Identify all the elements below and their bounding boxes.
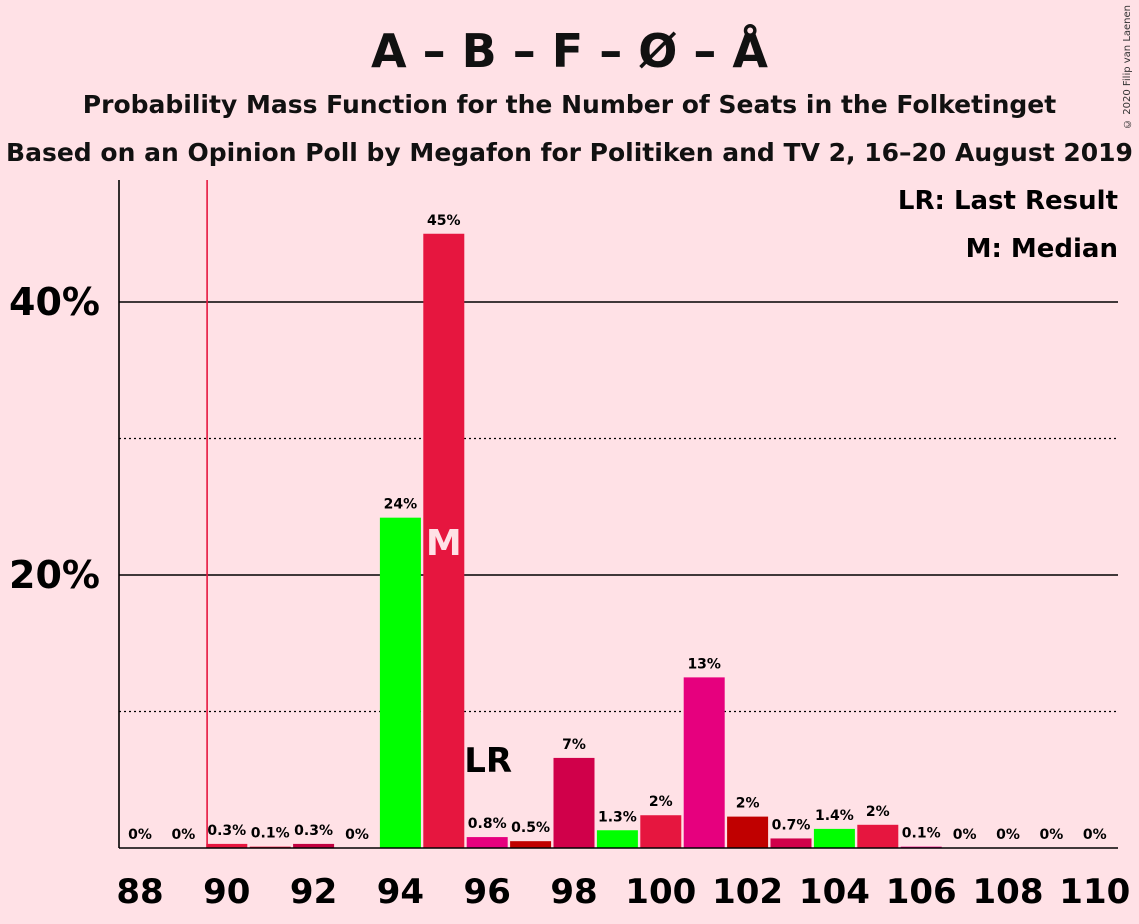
y-tick-label: 20%	[9, 553, 100, 597]
bar-seat-100	[640, 815, 682, 848]
bar-label-seat-106: 0.1%	[902, 826, 941, 842]
bar-label-seat-108: 0%	[996, 827, 1020, 843]
bar-label-seat-109: 0%	[1040, 827, 1064, 843]
bar-seat-95	[423, 233, 465, 848]
bar-seat-102	[727, 816, 769, 848]
y-tick-label: 40%	[9, 280, 100, 324]
bar-label-seat-92: 0.3%	[294, 823, 333, 839]
bar-label-seat-110: 0%	[1083, 827, 1107, 843]
bar-label-seat-94: 24%	[384, 497, 418, 513]
bar-seat-96	[466, 837, 508, 848]
bar-seat-90	[206, 843, 248, 848]
x-tick-label: 98	[550, 872, 597, 912]
bar-label-seat-89: 0%	[172, 827, 196, 843]
bar-label-seat-102: 2%	[736, 796, 760, 812]
bar-seat-99	[596, 830, 638, 848]
bar-seat-104	[813, 828, 855, 848]
bar-seat-98	[553, 757, 595, 848]
bar-seat-105	[857, 824, 899, 848]
x-tick-label: 102	[712, 872, 783, 912]
x-tick-label: 94	[377, 872, 424, 912]
bar-label-seat-88: 0%	[128, 827, 152, 843]
bar-label-seat-103: 0.7%	[772, 817, 811, 833]
bar-label-seat-91: 0.1%	[251, 826, 290, 842]
gridlines	[119, 180, 1118, 848]
bar-seat-101	[683, 677, 725, 848]
bar-label-seat-104: 1.4%	[815, 808, 854, 824]
legend-median: M: Median	[966, 234, 1118, 264]
bar-label-seat-99: 1.3%	[598, 809, 637, 825]
chart-subtitle-2: Based on an Opinion Poll by Megafon for …	[6, 138, 1133, 167]
bar-label-seat-93: 0%	[345, 827, 369, 843]
x-tick-label: 110	[1059, 872, 1130, 912]
bar-labels: 0% 0% 0.3% 0.1% 0.3% 0%24%45%0.8% 0.5%7%1.3%2%…	[128, 213, 1107, 843]
x-tick-label: 92	[290, 872, 337, 912]
x-tick-label: 96	[464, 872, 511, 912]
bar-label-seat-98: 7%	[562, 737, 586, 753]
bar-seat-97	[510, 841, 552, 848]
bar-seat-94	[379, 517, 421, 848]
bar-label-seat-107: 0%	[953, 827, 977, 843]
median-marker: M	[426, 523, 462, 564]
last-result-marker: LR	[464, 741, 512, 781]
bar-label-seat-100: 2%	[649, 794, 673, 810]
bar-label-seat-96: 0.8%	[468, 816, 507, 832]
x-tick-label: 88	[116, 872, 163, 912]
bar-label-seat-90: 0.3%	[207, 823, 246, 839]
bars	[206, 233, 942, 848]
bar-seat-103	[770, 838, 812, 848]
x-tick-label: 106	[886, 872, 957, 912]
bar-label-seat-95: 45%	[427, 213, 461, 229]
bar-label-seat-97: 0.5%	[511, 820, 550, 836]
x-tick-label: 90	[203, 872, 250, 912]
x-tick-label: 100	[625, 872, 696, 912]
legend-last-result: LR: Last Result	[898, 186, 1118, 216]
x-tick-label: 108	[973, 872, 1044, 912]
chart-title: A – B – F – Ø – Å	[371, 24, 768, 78]
chart-subtitle-1: Probability Mass Function for the Number…	[82, 90, 1057, 119]
bar-seat-92	[293, 843, 335, 848]
x-tick-label: 104	[799, 872, 870, 912]
bar-label-seat-101: 13%	[687, 656, 721, 672]
bar-label-seat-105: 2%	[866, 804, 890, 820]
axes: 20% 40% 88 90 92 94 96 98 100 102 104 106 108 110	[9, 180, 1130, 912]
